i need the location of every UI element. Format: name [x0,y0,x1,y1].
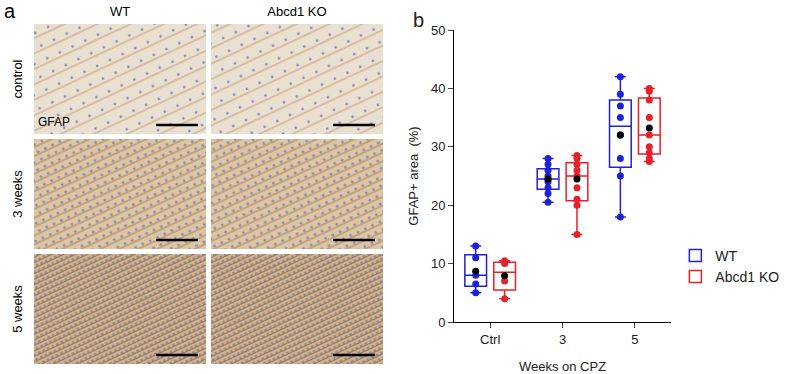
svg-text:10: 10 [431,256,445,271]
svg-text:Ctrl: Ctrl [480,332,500,347]
svg-text:GFAP+ area (%): GFAP+ area (%) [406,126,421,225]
svg-text:control: control [10,59,25,98]
svg-text:GFAP: GFAP [38,115,70,129]
svg-text:5 weeks: 5 weeks [10,285,25,333]
svg-text:WT: WT [715,248,737,264]
svg-text:50: 50 [431,23,445,38]
svg-text:b: b [413,9,424,31]
svg-text:5: 5 [631,332,638,347]
svg-text:0: 0 [438,315,445,330]
svg-text:3 weeks: 3 weeks [10,170,25,218]
svg-text:a: a [4,0,16,22]
svg-text:Weeks on CPZ: Weeks on CPZ [519,359,606,374]
svg-text:WT: WT [110,4,130,19]
svg-text:40: 40 [431,81,445,96]
svg-text:Abcd1 KO: Abcd1 KO [267,4,326,19]
svg-text:20: 20 [431,198,445,213]
svg-text:3: 3 [559,332,566,347]
svg-text:30: 30 [431,139,445,154]
svg-text:Abcd1 KO: Abcd1 KO [715,269,779,285]
